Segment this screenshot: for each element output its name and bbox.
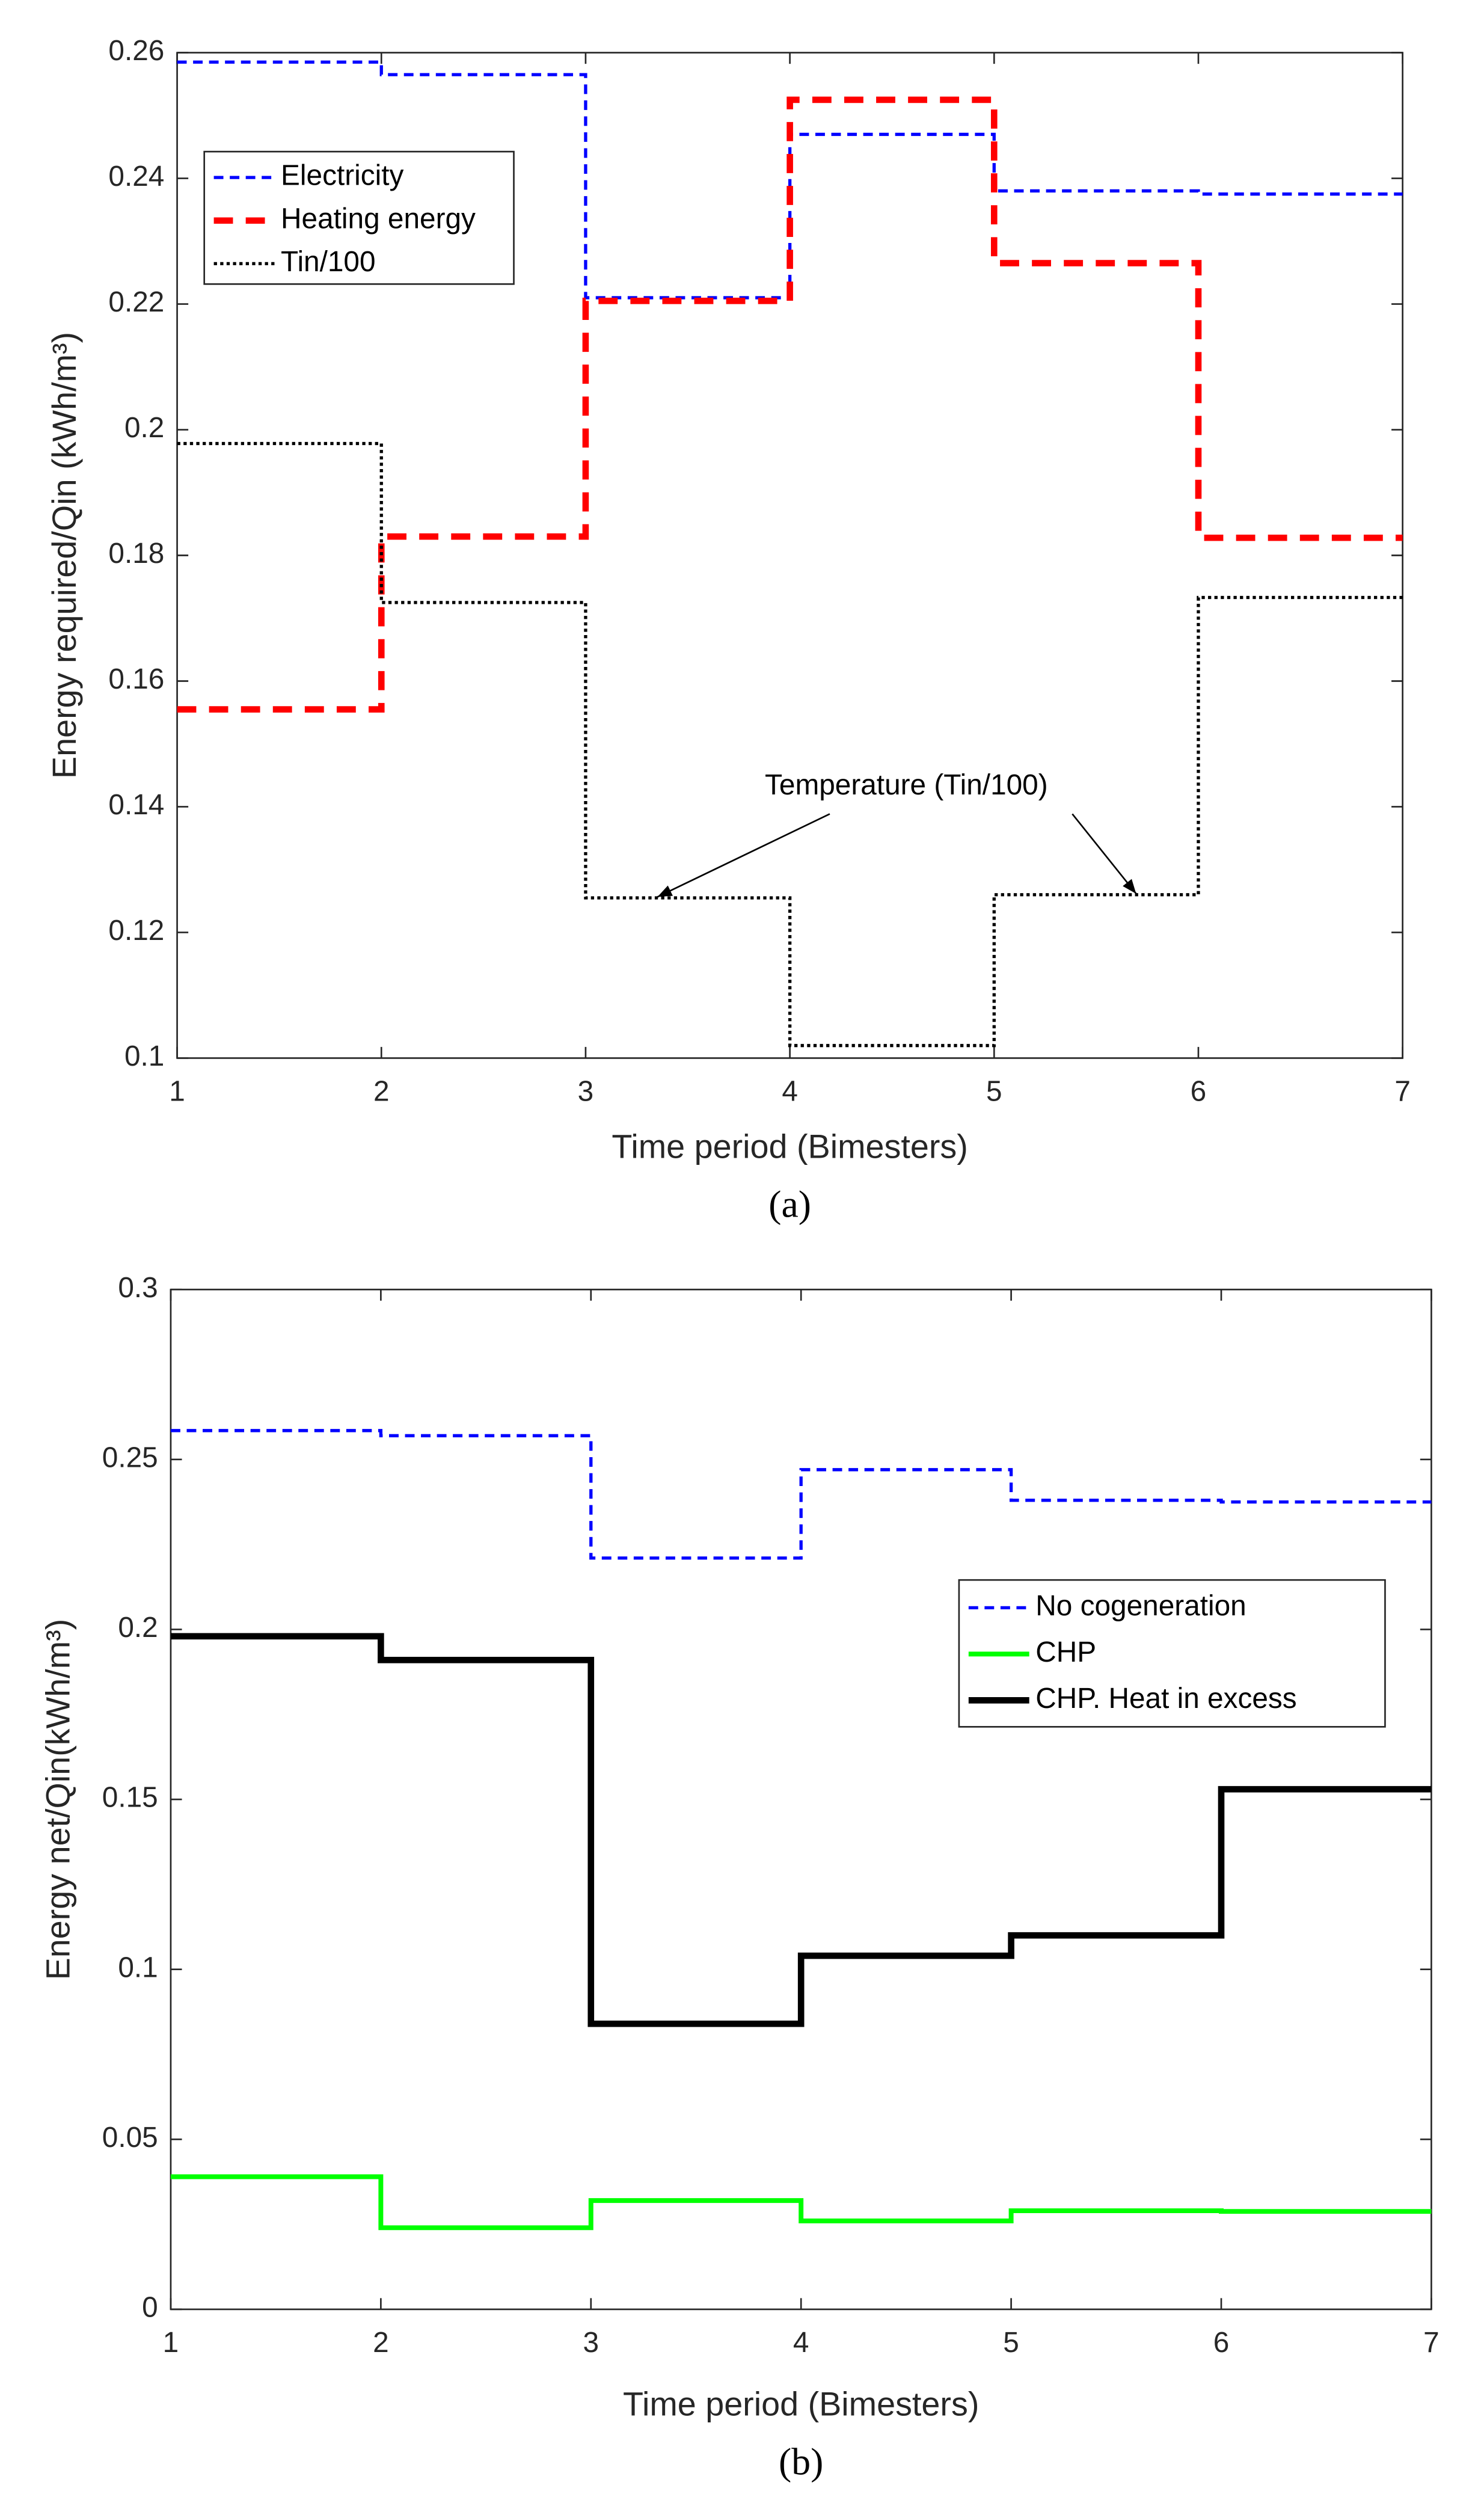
x-tick-label: 7 <box>1423 2327 1440 2359</box>
x-tick-label: 6 <box>1213 2327 1230 2359</box>
legend-label: Electricity <box>281 160 403 192</box>
x-tick-label: 7 <box>1394 1075 1411 1107</box>
series-line <box>177 60 1403 299</box>
y-tick-label: 0.1 <box>124 1040 164 1072</box>
legend-label: Tin/100 <box>281 246 376 278</box>
y-tick-label: 0.26 <box>108 35 164 67</box>
x-tick-label: 2 <box>373 2327 389 2359</box>
x-tick-label: 3 <box>583 2327 599 2359</box>
y-tick-label: 0 <box>142 2292 158 2324</box>
x-tick-label: 2 <box>373 1075 390 1107</box>
series-line <box>177 96 1403 713</box>
y-tick-label: 0.3 <box>118 1272 158 1304</box>
y-tick-label: 0.2 <box>124 412 164 444</box>
x-tick-label: 1 <box>169 1075 185 1107</box>
legend-label: Heating energy <box>281 203 476 235</box>
y-axis-label: Energy net/Qin(kWh/m³) <box>40 1619 77 1980</box>
y-tick-label: 0.05 <box>102 2122 158 2154</box>
series-line <box>170 1429 1432 1560</box>
annotation-arrow <box>657 813 830 898</box>
legend-label: CHP. Heat in excess <box>1035 1683 1296 1715</box>
x-tick-label: 5 <box>986 1075 1002 1107</box>
x-tick-label: 5 <box>1003 2327 1019 2359</box>
annotation: Temperature (Tin/100) <box>765 769 1048 801</box>
chart-panel: 0 0.05 0.1 0.15 0.2 0.25 0.3 1 2 3 4 5 6 7 Time period… <box>40 1272 1440 2483</box>
y-axis-label: Energy required/Qin (kWh/m³) <box>46 332 83 779</box>
x-axis-label: Time period (Bimesters) <box>623 2386 979 2423</box>
annotation-arrow <box>1072 813 1137 894</box>
legend-label: CHP <box>1035 1636 1096 1668</box>
y-tick-label: 0.12 <box>108 915 164 947</box>
x-tick-label: 4 <box>793 2327 809 2359</box>
y-tick-label: 0.16 <box>108 663 164 695</box>
y-tick-label: 0.2 <box>118 1612 158 1644</box>
y-tick-label: 0.14 <box>108 789 164 821</box>
caption: (a) <box>768 1182 811 1225</box>
x-tick-label: 1 <box>163 2327 179 2359</box>
plot-area <box>170 1288 1432 2311</box>
caption: (b) <box>779 2440 823 2483</box>
legend-box <box>958 1579 1386 1728</box>
y-tick-label: 0.1 <box>118 1952 158 1983</box>
y-tick-label: 0.22 <box>108 286 164 318</box>
y-tick-label: 0.24 <box>108 161 164 192</box>
y-tick-label: 0.15 <box>102 1782 158 1814</box>
series-line <box>170 2174 1432 2231</box>
chart-panel: 0.1 0.12 0.14 0.16 0.18 0.2 0.22 0.24 0.26 1 2 3 4 5 6… <box>46 35 1411 1225</box>
x-tick-label: 3 <box>578 1075 594 1107</box>
x-axis-label: Time period (Bimesters) <box>612 1128 967 1165</box>
legend-label: No cogeneration <box>1035 1590 1246 1622</box>
x-tick-label: 6 <box>1191 1075 1207 1107</box>
x-tick-label: 4 <box>782 1075 798 1107</box>
y-tick-label: 0.25 <box>102 1442 158 1473</box>
y-tick-label: 0.18 <box>108 538 164 570</box>
series-line <box>170 1633 1432 2027</box>
